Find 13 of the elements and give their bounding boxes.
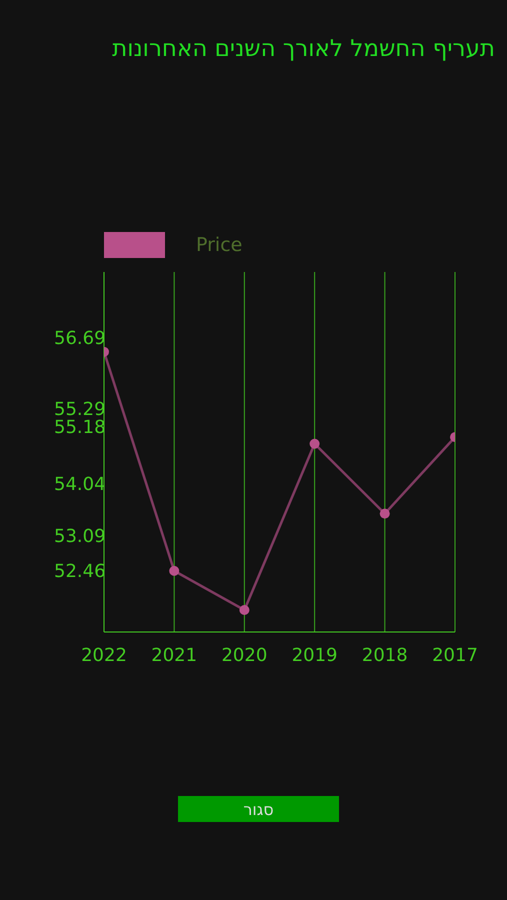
y-tick-label: 56.69 [54,328,106,350]
x-tick-label: 2017 [432,644,478,666]
y-tick-label: 52.46 [54,560,106,582]
legend-label: Price [196,234,242,256]
x-tick-label: 2019 [292,644,338,666]
x-tick-label: 2022 [81,644,127,666]
chart-title: תעריף החשמל לאורך השנים האחרונות [112,36,495,62]
x-tick-label: 2018 [362,644,408,666]
x-tick-label: 2021 [151,644,198,666]
y-tick-label: 53.09 [54,526,106,548]
y-tick-label: 54.04 [54,474,106,495]
close-button: סגור [178,796,339,822]
x-tick-label: 2020 [221,644,268,666]
